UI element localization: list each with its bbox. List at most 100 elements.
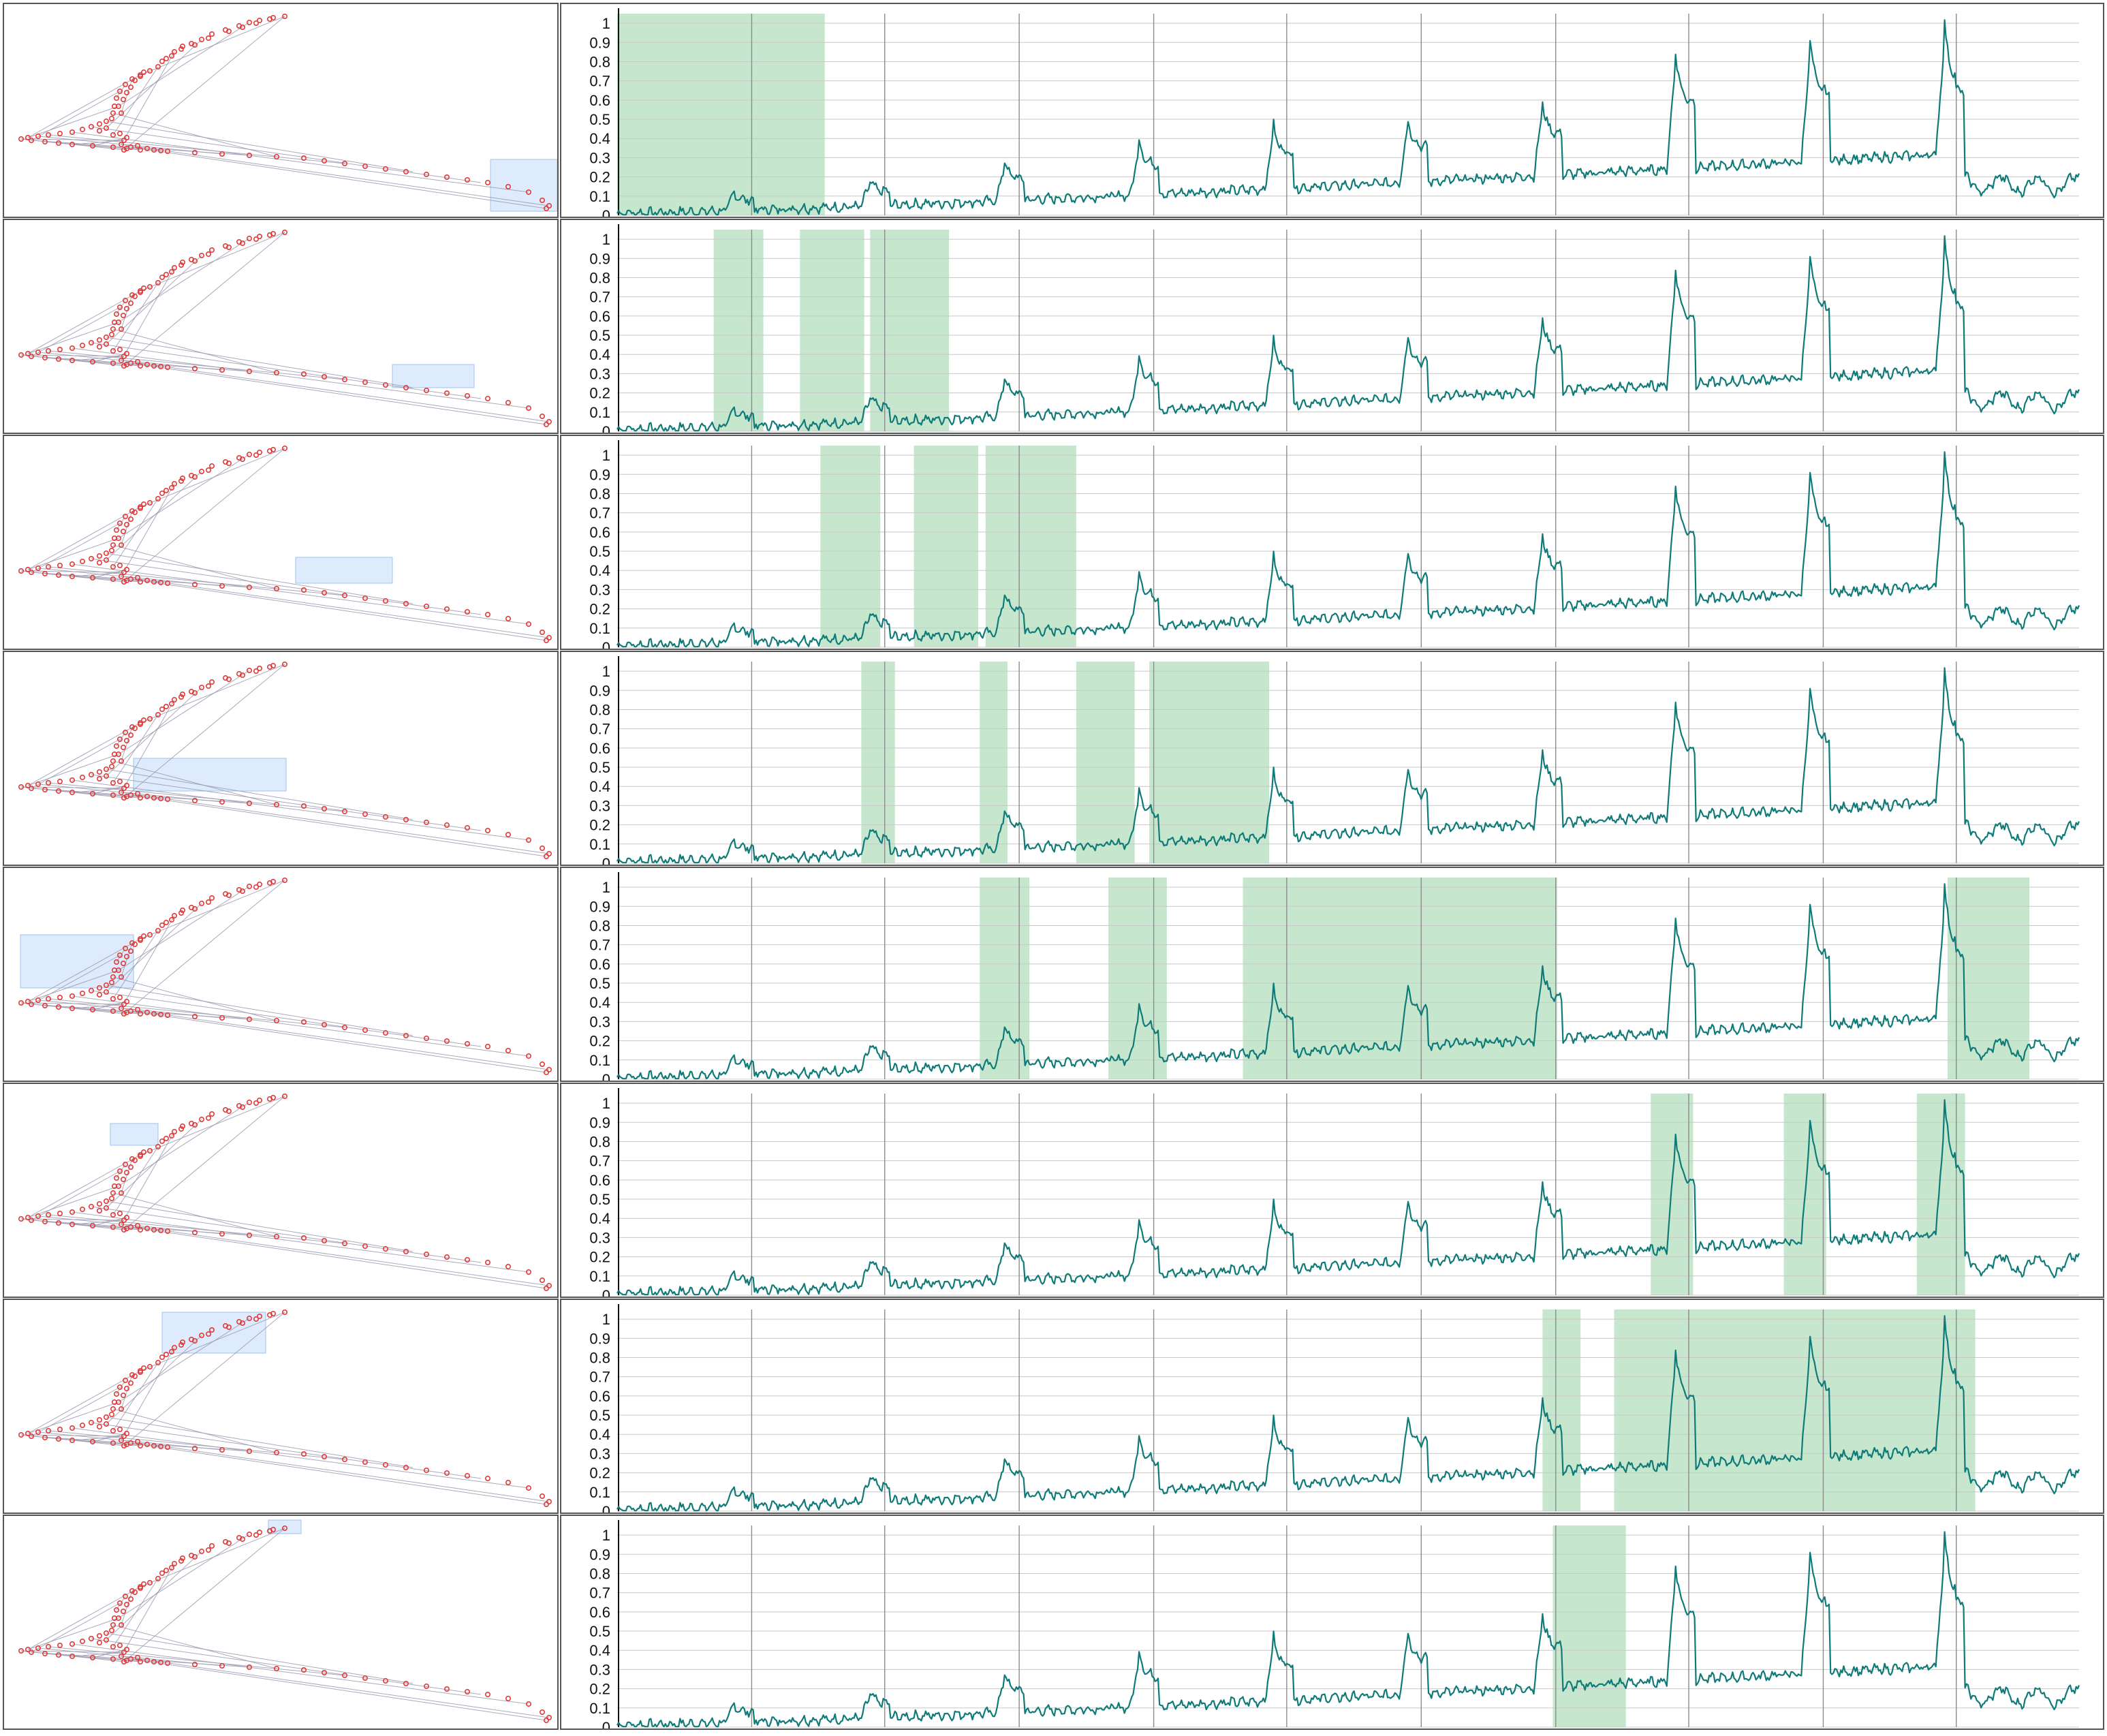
trajectory-node	[138, 722, 144, 728]
trajectory-node	[300, 1667, 307, 1673]
trajectory-node	[525, 1701, 531, 1707]
trajectory-node	[163, 56, 170, 62]
selection-box[interactable]	[110, 1123, 159, 1146]
trajectory-node	[155, 64, 161, 70]
trajectory-node	[256, 1097, 262, 1103]
trajectory-node	[97, 776, 103, 782]
trajectory-node	[42, 787, 48, 793]
line-chart: 0 0.1 0.2 0.3 0.4 0.5 0.6 0.7 0.8 0.9 1	[589, 1088, 2080, 1297]
trajectory-node	[35, 565, 41, 572]
trajectory-edge	[121, 1131, 175, 1225]
trajectory-edge	[72, 347, 529, 409]
trajectory-node	[128, 576, 134, 583]
trajectory-node	[155, 1576, 161, 1582]
trajectory-node	[198, 1548, 204, 1554]
trajectory-node	[56, 572, 62, 578]
selection-box[interactable]	[295, 557, 393, 584]
trajectory-node	[159, 1138, 166, 1145]
trajectory-node	[147, 284, 153, 290]
trajectory-edge	[112, 498, 159, 568]
trajectory-panel	[3, 219, 559, 434]
trajectory-node	[144, 794, 151, 800]
trajectory-node	[225, 460, 232, 466]
line-chart-panel: 0 0.1 0.2 0.3 0.4 0.5 0.6 0.7 0.8 0.9 1	[560, 1083, 2104, 1298]
trajectory-node	[225, 28, 232, 34]
selection-box[interactable]	[392, 364, 475, 388]
trajectory-edge	[20, 570, 125, 573]
trajectory-node	[256, 1529, 262, 1535]
trajectory-node	[56, 1220, 62, 1226]
trajectory-node	[97, 992, 103, 998]
trajectory-node	[198, 1332, 204, 1338]
trajectory-node	[45, 996, 51, 1002]
trajectory-edge	[112, 1578, 159, 1647]
trajectory-node	[114, 1607, 120, 1613]
trajectory-node	[119, 542, 125, 548]
trajectory-node	[362, 379, 368, 386]
y-tick-label: 1	[602, 1311, 610, 1328]
y-tick-label: 0.7	[589, 1369, 610, 1386]
trajectory-node	[42, 571, 48, 577]
trajectory-edge	[106, 1416, 413, 1468]
trajectory-node	[121, 1609, 127, 1615]
trajectory-node	[119, 1190, 125, 1196]
trajectory-edge	[106, 471, 202, 561]
trajectory-node	[132, 1590, 138, 1596]
signal-line	[617, 1531, 2080, 1728]
trajectory-node	[25, 351, 31, 357]
trajectory-node	[403, 385, 409, 391]
selection-box[interactable]	[490, 159, 557, 212]
trajectory-node	[104, 1205, 110, 1211]
trajectory-node	[178, 694, 184, 700]
trajectory-panel	[3, 867, 559, 1082]
trajectory-node	[97, 1424, 103, 1430]
trajectory-edge	[121, 1440, 550, 1502]
trajectory-node	[198, 900, 204, 906]
trajectory-edge	[31, 1602, 121, 1653]
trajectory-node	[464, 1473, 470, 1479]
trajectory-node	[219, 799, 225, 805]
trajectory-node	[484, 179, 490, 185]
trajectory-edge	[48, 1430, 345, 1460]
trajectory-node	[124, 351, 130, 357]
trajectory-node	[121, 1393, 127, 1399]
y-tick-label: 0.5	[589, 111, 610, 128]
trajectory-node	[151, 579, 157, 585]
trajectory-node	[129, 76, 136, 82]
trajectory-node	[443, 1686, 450, 1692]
trajectory-node	[89, 124, 95, 130]
trajectory-node	[56, 356, 62, 362]
trajectory-node	[110, 974, 116, 980]
trajectory-node	[165, 1012, 171, 1019]
trajectory-node	[28, 354, 34, 360]
trajectory-node	[525, 1269, 531, 1275]
trajectory-node	[110, 144, 116, 151]
selection-box[interactable]	[133, 758, 287, 792]
trajectory-edge	[112, 66, 159, 136]
selection-box[interactable]	[268, 1519, 302, 1534]
trajectory-edge	[130, 146, 547, 209]
trajectory-node	[18, 1432, 24, 1438]
trajectory-node	[128, 1656, 134, 1662]
trajectory-node	[423, 1036, 429, 1042]
trajectory-node	[25, 999, 31, 1005]
trajectory-node	[135, 143, 141, 149]
trajectory-edge	[130, 1658, 547, 1721]
y-tick-label: 0.3	[589, 1661, 610, 1678]
trajectory-edge	[118, 22, 250, 107]
trajectory-edge	[121, 1656, 550, 1718]
trajectory-node	[464, 1257, 470, 1263]
trajectory-node	[97, 1201, 103, 1207]
trajectory-node	[45, 1428, 51, 1434]
trajectory-node	[90, 575, 96, 581]
trajectory-node	[205, 899, 211, 905]
trajectory-node	[132, 294, 138, 300]
trajectory-node	[28, 1649, 34, 1656]
trajectory-node	[80, 775, 86, 781]
y-tick-label: 0.8	[589, 1349, 610, 1366]
selection-box[interactable]	[161, 1312, 266, 1354]
y-tick-label: 0.8	[589, 485, 610, 502]
trajectory-node	[114, 1391, 120, 1397]
trajectory-node	[246, 1531, 252, 1537]
trajectory-edge	[27, 1401, 119, 1434]
